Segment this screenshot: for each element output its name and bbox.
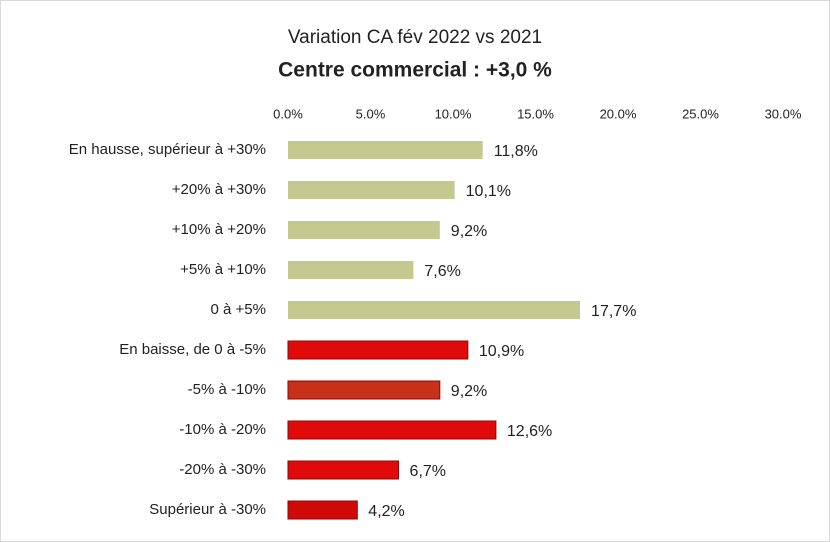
x-tick-label: 0.0% [273,106,303,121]
bar [287,500,358,520]
y-tick-label: -5% à -10% [188,381,266,398]
value-label: 9,2% [451,383,487,400]
chart-title: Variation CA fév 2022 vs 2021 [288,27,542,48]
bar [287,340,469,360]
y-tick-label: -10% à -20% [179,421,266,438]
x-tick-label: 15.0% [517,106,554,121]
y-tick-label: En baisse, de 0 à -5% [119,341,266,358]
bar [288,301,581,319]
bar [288,141,483,159]
x-tick-label: 25.0% [682,106,719,121]
value-label: 9,2% [451,223,487,240]
x-tick-label: 20.0% [600,106,637,121]
value-label: 11,8% [494,143,538,160]
y-tick-label: +10% à +20% [172,221,266,238]
y-tick-label: +20% à +30% [172,181,266,198]
x-tick-label: 10.0% [435,106,472,121]
y-tick-label: +5% à +10% [180,261,266,278]
bar [288,221,440,239]
y-tick-label: Supérieur à -30% [149,501,266,518]
value-label: 4,2% [368,503,404,520]
value-label: 10,9% [479,343,524,360]
bar [287,420,497,440]
y-tick-label: -20% à -30% [179,461,266,478]
x-tick-label: 5.0% [356,106,386,121]
value-label: 7,6% [424,263,460,280]
value-label: 12,6% [507,423,552,440]
value-label: 10,1% [466,183,511,200]
chart-subtitle: Centre commercial : +3,0 % [278,59,552,82]
bar [288,181,455,199]
value-label: 17,7% [591,303,636,320]
y-tick-label: En hausse, supérieur à +30% [69,141,266,158]
bar [287,460,400,480]
value-label: 6,7% [410,463,446,480]
bar [288,261,414,279]
x-tick-label: 30.0% [765,106,802,121]
y-tick-label: 0 à +5% [211,301,266,318]
bar [287,380,441,400]
